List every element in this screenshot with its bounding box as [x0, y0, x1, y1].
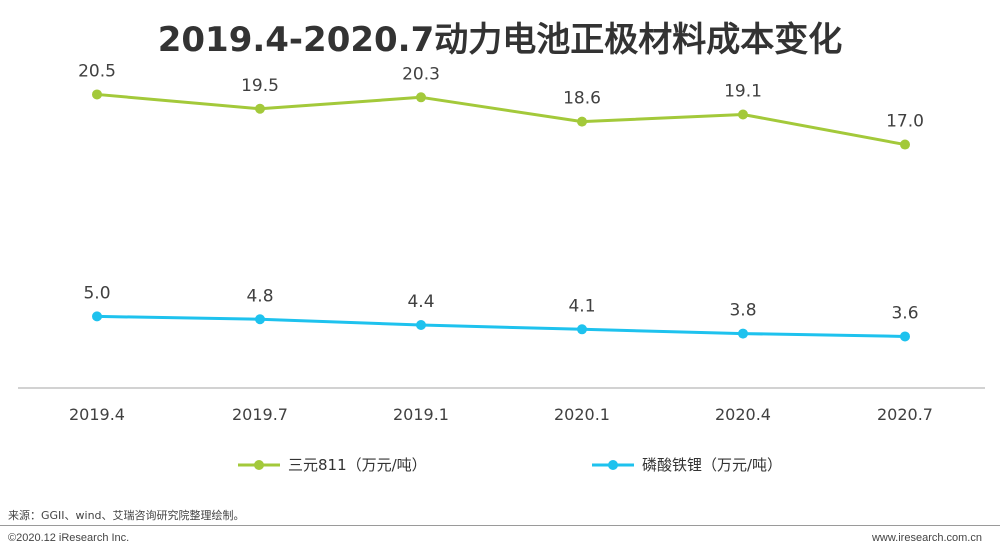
- series-1-point-5: [900, 331, 910, 342]
- line-chart: 20.5 19.5 20.3 18.6 19.1 17.0 5.0 4.8 4.4 4.1 3.8 3…: [18, 61, 985, 474]
- series-0-point-5: [900, 139, 910, 150]
- series-0-data-label-4: 19.1: [724, 81, 762, 101]
- x-tick-label-4: 2020.4: [715, 405, 771, 424]
- series-1-data-label-4: 3.8: [729, 301, 756, 321]
- legend-label-1: 磷酸铁锂（万元/吨）: [642, 456, 782, 474]
- series-1-point-0: [92, 311, 102, 322]
- legend-swatch-marker-1: [608, 460, 618, 470]
- x-tick-label-0: 2019.4: [69, 405, 125, 424]
- series-1-point-3: [577, 324, 587, 335]
- legend-label-0: 三元811（万元/吨）: [288, 456, 427, 474]
- x-tick-label-5: 2020.7: [877, 405, 933, 424]
- x-axis-ticks: 2019.4 2019.7 2019.1 2020.1 2020.4 2020.7: [69, 405, 933, 424]
- series-0-data-label-3: 18.6: [563, 89, 601, 109]
- series-1-data-label-3: 4.1: [568, 296, 595, 316]
- series-0-point-0: [92, 89, 102, 100]
- series-0-data-label-2: 20.3: [402, 64, 440, 84]
- series-1-point-1: [255, 314, 265, 325]
- source-note: 来源：GGII、wind、艾瑞咨询研究院整理绘制。: [8, 509, 245, 522]
- series-line-0: [95, 92, 907, 147]
- series-line-1: [95, 314, 907, 338]
- x-tick-label-1: 2019.7: [232, 405, 288, 424]
- series-1-data-label-2: 4.4: [407, 292, 434, 312]
- website-text: www.iresearch.com.cn: [871, 532, 982, 544]
- series-1-point-2: [416, 319, 426, 330]
- series-0-data-label-5: 17.0: [886, 112, 924, 132]
- series-1-data-label-5: 3.6: [891, 303, 918, 323]
- series-0-point-1: [255, 103, 265, 114]
- series-0-point-3: [577, 116, 587, 127]
- series-0-point-2: [416, 92, 426, 103]
- series-1-data-label-0: 5.0: [83, 283, 110, 303]
- series-0-data-label-1: 19.5: [241, 76, 279, 96]
- footer-divider: [0, 525, 1000, 526]
- legend: 三元811（万元/吨） 磷酸铁锂（万元/吨）: [238, 456, 782, 474]
- x-tick-label-3: 2020.1: [554, 405, 610, 424]
- chart-title: 2019.4-2020.7动力电池正极材料成本变化: [157, 20, 843, 60]
- series-layer: 20.5 19.5 20.3 18.6 19.1 17.0 5.0 4.8 4.4 4.1 3.8 3…: [78, 61, 924, 342]
- legend-swatch-marker-0: [254, 460, 264, 470]
- x-tick-label-2: 2019.1: [393, 405, 449, 424]
- series-1-data-label-1: 4.8: [246, 286, 273, 306]
- copyright-text: ©2020.12 iResearch Inc.: [8, 532, 130, 544]
- series-0-data-label-0: 20.5: [78, 61, 116, 81]
- series-0-point-4: [738, 109, 748, 120]
- series-1-point-4: [738, 328, 748, 339]
